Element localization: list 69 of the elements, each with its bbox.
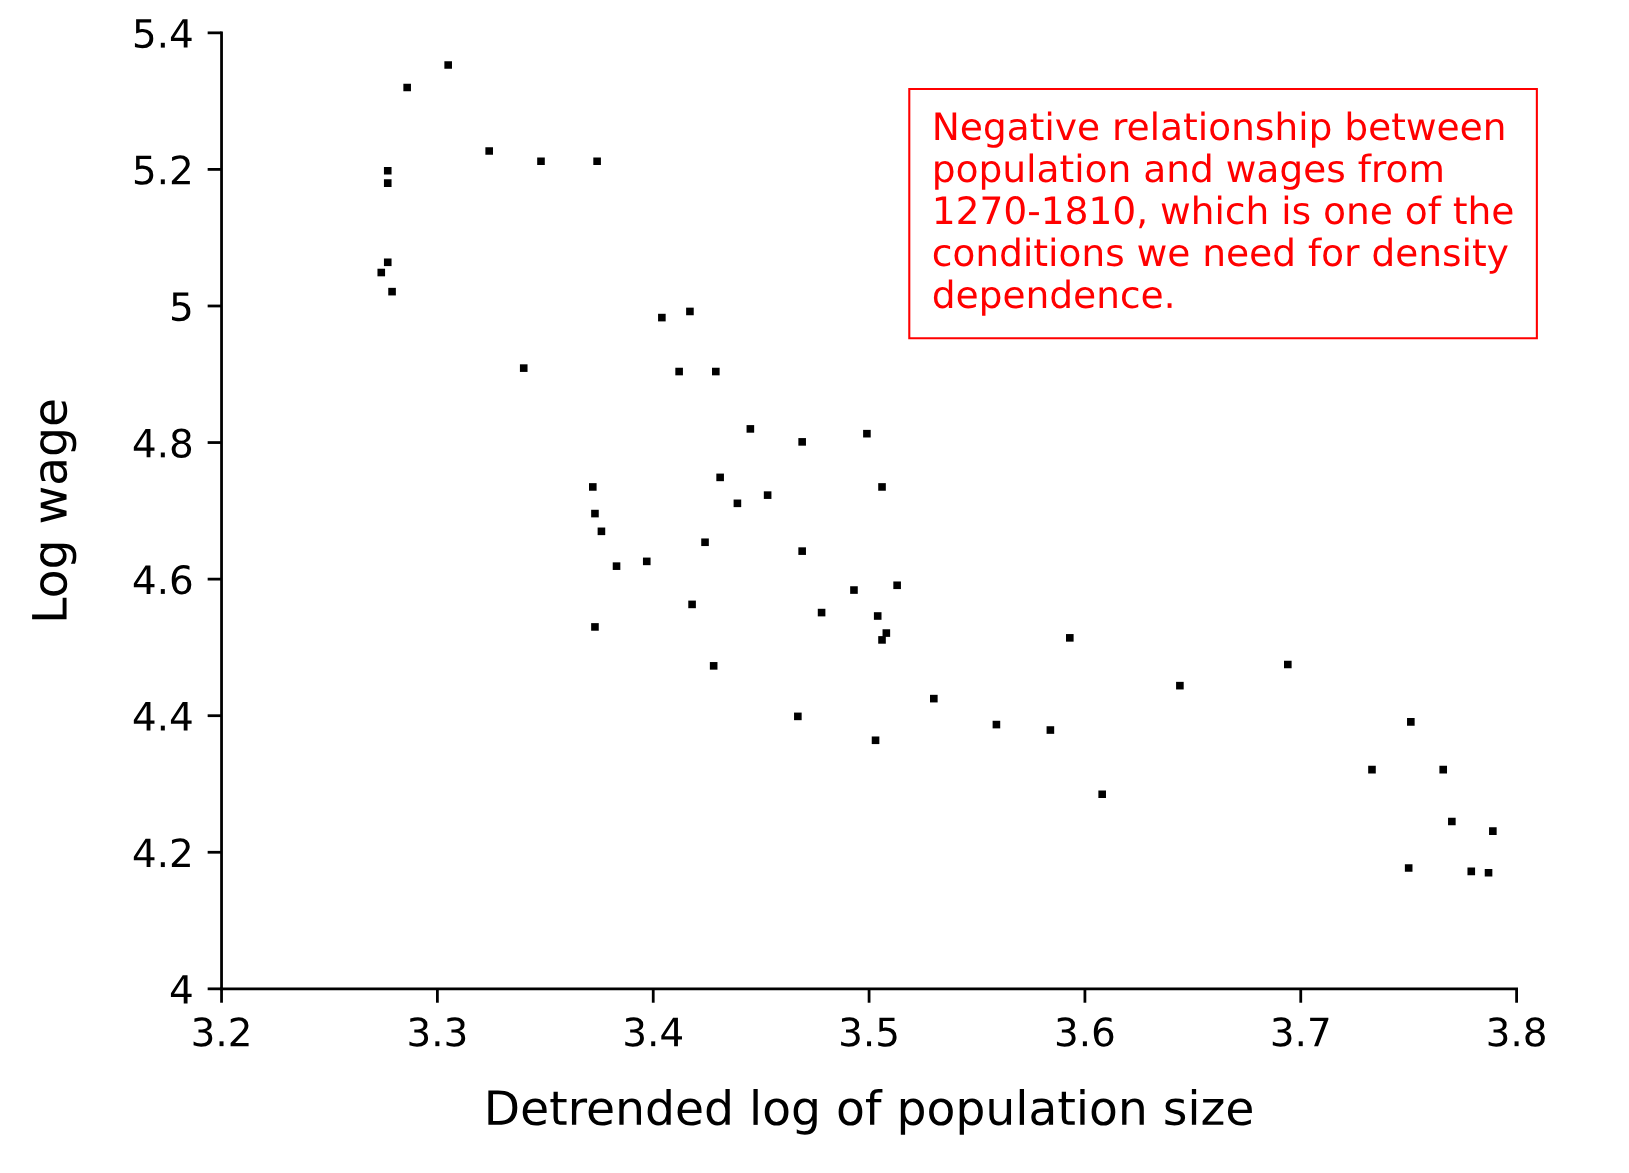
point xyxy=(388,287,396,296)
point xyxy=(686,307,694,316)
x-tick-label: 3.5 xyxy=(841,1017,897,1047)
point xyxy=(591,623,599,631)
point xyxy=(1404,864,1413,872)
point xyxy=(1448,817,1456,826)
point xyxy=(1176,681,1184,690)
point xyxy=(716,473,724,482)
point xyxy=(871,736,880,745)
annotation: Negative relationship between population and wages from 1270-1810, which is one of the conditions we need for density dependence. xyxy=(933,111,1513,316)
point xyxy=(863,429,871,438)
point xyxy=(688,600,696,609)
x-tick-label: 3.4 xyxy=(625,1017,682,1047)
point xyxy=(1467,867,1476,876)
point xyxy=(1066,634,1074,642)
point xyxy=(642,557,651,566)
point xyxy=(593,157,601,166)
x-tick-label: 3.2 xyxy=(193,1017,249,1047)
point xyxy=(403,83,411,92)
point xyxy=(537,157,545,166)
point xyxy=(444,61,452,69)
point xyxy=(1368,765,1376,774)
y-tick-label: 4.4 xyxy=(133,702,192,731)
point xyxy=(746,425,755,433)
y-axis-title: Log wage xyxy=(32,400,77,620)
x-tick-label: 3.8 xyxy=(1488,1017,1545,1047)
point xyxy=(712,367,720,376)
x-tick-label: 3.7 xyxy=(1272,1017,1329,1047)
point xyxy=(1439,765,1448,774)
x-tick-label: 3.6 xyxy=(1056,1017,1114,1047)
point xyxy=(763,491,772,499)
point xyxy=(798,438,806,446)
point xyxy=(1284,660,1292,669)
point xyxy=(591,509,599,518)
y-tick-label: 4.6 xyxy=(133,565,192,595)
y-tick-label: 4.8 xyxy=(133,428,192,458)
point xyxy=(873,612,882,620)
point xyxy=(1098,790,1106,799)
point xyxy=(882,629,891,637)
point xyxy=(675,367,683,376)
point xyxy=(1407,718,1415,726)
point xyxy=(850,586,858,594)
point xyxy=(893,581,901,590)
point xyxy=(383,166,392,175)
point xyxy=(1489,827,1497,835)
point xyxy=(377,268,386,277)
point xyxy=(519,364,528,372)
point xyxy=(383,179,392,187)
point xyxy=(794,712,802,721)
point xyxy=(383,258,392,267)
point xyxy=(878,483,886,491)
point xyxy=(485,147,493,155)
y-tick-label: 5.4 xyxy=(134,19,192,49)
y-tick-label: 5.2 xyxy=(134,155,190,185)
point xyxy=(798,547,806,555)
point xyxy=(658,313,666,322)
point xyxy=(878,636,886,644)
point xyxy=(709,662,718,670)
y-tick-label: 4.2 xyxy=(133,838,190,868)
point xyxy=(930,694,938,703)
point xyxy=(612,562,621,570)
point xyxy=(1484,868,1493,877)
y-tick-label: 5 xyxy=(172,292,191,322)
y-tick-label: 4 xyxy=(170,975,192,1004)
x-axis-title: Detrended log of population size xyxy=(488,1088,1252,1135)
point xyxy=(701,538,709,547)
point xyxy=(588,483,597,491)
point xyxy=(1046,726,1055,734)
x-tick-label: 3.3 xyxy=(409,1017,466,1047)
